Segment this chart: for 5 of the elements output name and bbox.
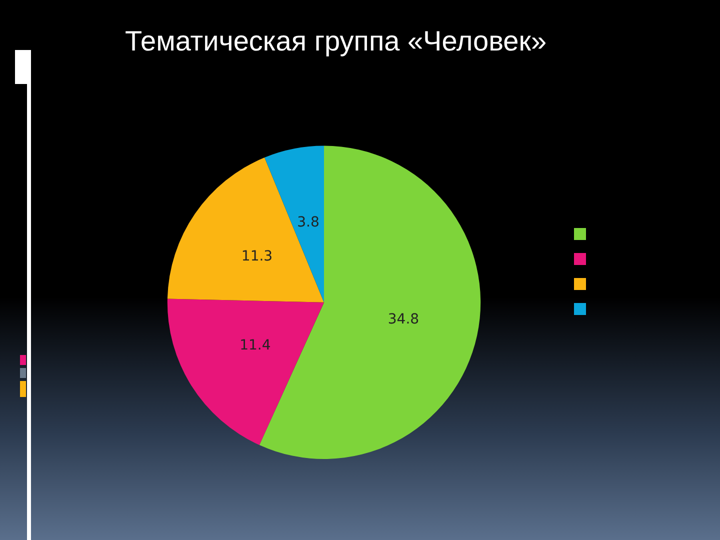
- data-label: 11.3: [241, 248, 273, 264]
- data-label: 3.8: [297, 214, 320, 231]
- data-label: 11.4: [240, 338, 271, 354]
- data-label: 34.8: [388, 312, 420, 328]
- chart-title: Тематическая группа «Человек»: [125, 26, 547, 56]
